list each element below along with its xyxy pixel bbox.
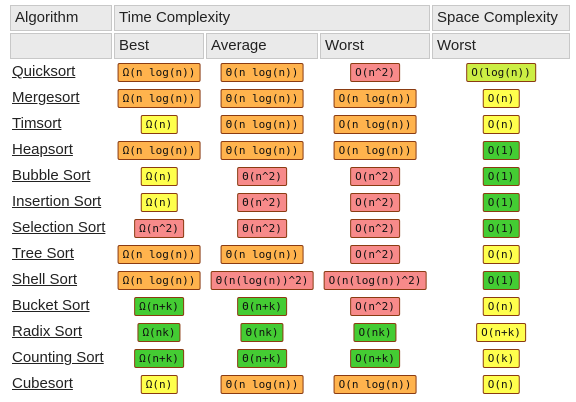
header-algorithm: Algorithm [10,5,112,31]
average-complexity-badge: Θ(n^2) [237,193,287,212]
worst-complexity-badge: O(n log(n)) [333,141,417,160]
algorithm-link[interactable]: Insertion Sort [12,193,102,210]
algorithm-link[interactable]: Quicksort [12,63,76,80]
algorithm-link[interactable]: Selection Sort [12,219,106,236]
worst-complexity-badge: O(n+k) [350,349,400,368]
worst-complexity-badge: O(n^2) [350,167,400,186]
average-complexity-badge: Θ(n log(n)) [220,115,304,134]
algorithm-link[interactable]: Counting Sort [12,349,104,366]
algorithm-link[interactable]: Bucket Sort [12,297,90,314]
best-complexity-badge: Ω(n) [140,193,178,212]
header-time-complexity: Time Complexity [114,5,430,31]
worst-complexity-badge: O(nk) [353,323,397,342]
algorithm-link[interactable]: Bubble Sort [12,167,91,184]
algorithm-link[interactable]: Cubesort [12,375,73,392]
header-space-complexity: Space Complexity [432,5,570,31]
best-complexity-badge: Ω(n log(n)) [117,141,201,160]
worst-complexity-badge: O(n^2) [350,193,400,212]
best-complexity-badge: Ω(nk) [137,323,181,342]
space-complexity-badge: O(1) [482,141,520,160]
space-complexity-badge: O(n+k) [476,323,526,342]
space-complexity-badge: O(n) [482,297,520,316]
space-complexity-badge: O(n) [482,245,520,264]
algorithm-link[interactable]: Radix Sort [12,323,83,340]
header-best: Best [114,33,204,59]
average-complexity-badge: Θ(nk) [240,323,284,342]
space-complexity-badge: O(1) [482,219,520,238]
algorithm-link[interactable]: Heapsort [12,141,73,158]
average-complexity-badge: Θ(n log(n)) [220,63,304,82]
best-complexity-badge: Ω(n+k) [134,349,184,368]
best-complexity-badge: Ω(n+k) [134,297,184,316]
algorithm-link[interactable]: Timsort [12,115,62,132]
algorithm-link[interactable]: Shell Sort [12,271,78,288]
average-complexity-badge: Θ(n log(n)) [220,141,304,160]
header-average: Average [206,33,318,59]
average-complexity-badge: Θ(n log(n)) [220,89,304,108]
best-complexity-badge: Ω(n log(n)) [117,63,201,82]
worst-complexity-badge: O(n^2) [350,219,400,238]
best-complexity-badge: Ω(n log(n)) [117,245,201,264]
worst-complexity-badge: O(n^2) [350,63,400,82]
best-complexity-badge: Ω(n) [140,375,178,394]
space-complexity-badge: O(log(n)) [466,63,536,82]
header-worst: Worst [320,33,430,59]
space-complexity-badge: O(1) [482,271,520,290]
algorithm-link[interactable]: Tree Sort [12,245,74,262]
best-complexity-badge: Ω(n) [140,115,178,134]
space-complexity-badge: O(1) [482,193,520,212]
worst-complexity-badge: O(n log(n)) [333,115,417,134]
best-complexity-badge: Ω(n) [140,167,178,186]
worst-complexity-badge: O(n log(n)) [333,89,417,108]
worst-complexity-badge: O(n^2) [350,297,400,316]
best-complexity-badge: Ω(n log(n)) [117,271,201,290]
space-complexity-badge: O(n) [482,89,520,108]
average-complexity-badge: Θ(n log(n)) [220,375,304,394]
space-complexity-badge: O(n) [482,115,520,134]
header-blank [10,33,112,59]
worst-complexity-badge: O(n log(n)) [333,375,417,394]
average-complexity-badge: Θ(n^2) [237,167,287,186]
average-complexity-badge: Θ(n+k) [237,349,287,368]
average-complexity-badge: Θ(n^2) [237,219,287,238]
average-complexity-badge: Θ(n(log(n))^2) [210,271,314,290]
space-complexity-badge: O(k) [482,349,520,368]
average-complexity-badge: Θ(n+k) [237,297,287,316]
best-complexity-badge: Ω(n log(n)) [117,89,201,108]
space-complexity-badge: O(n) [482,375,520,394]
worst-complexity-badge: O(n^2) [350,245,400,264]
header-space-worst: Worst [432,33,570,59]
algorithm-link[interactable]: Mergesort [12,89,80,106]
worst-complexity-badge: O(n(log(n))^2) [323,271,427,290]
space-complexity-badge: O(1) [482,167,520,186]
best-complexity-badge: Ω(n^2) [134,219,184,238]
average-complexity-badge: Θ(n log(n)) [220,245,304,264]
